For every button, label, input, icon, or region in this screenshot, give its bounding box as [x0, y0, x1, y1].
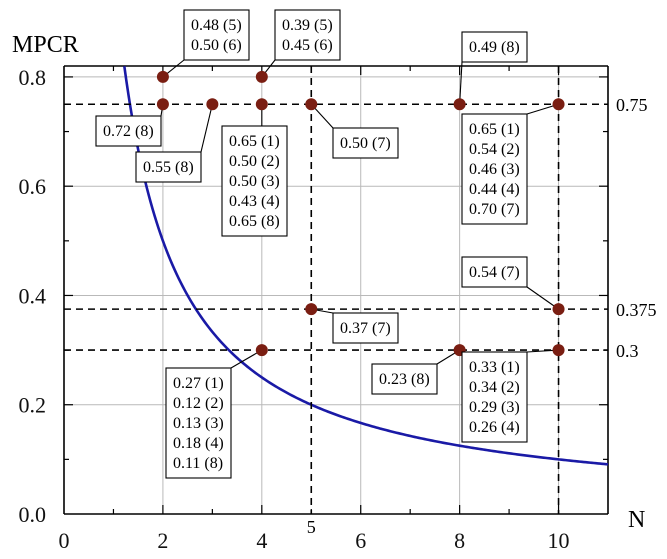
annotation-layer: 0.48 (5) 0.50 (6) 0.39 (5) 0.45 (6) 0.49 (8)… [95, 9, 528, 479]
annotation-box [165, 367, 232, 479]
annotation-text: 0.33 (1) [469, 359, 520, 376]
curve-layer [123, 66, 609, 466]
data-point [453, 98, 466, 111]
point-layer [156, 70, 565, 357]
data-point [255, 70, 268, 83]
annotation-text: 0.26 (4) [469, 419, 520, 436]
x-tick-label: 2 [157, 528, 168, 553]
annotation-text: 0.11 (8) [173, 455, 223, 472]
annotation-text: 0.27 (1) [173, 375, 224, 392]
annotation-text: 0.34 (2) [469, 379, 520, 396]
annotation-text: 0.54 (7) [469, 264, 520, 281]
annotation-box [332, 127, 399, 159]
x-tick-label: 0 [59, 528, 70, 553]
data-point [255, 98, 268, 111]
annotation-box [461, 31, 528, 63]
annotation-text: 0.65 (1) [229, 133, 280, 150]
annotation-text: 0.48 (5) [191, 17, 242, 34]
annotation-box [183, 9, 250, 61]
x-tick-label: 6 [355, 528, 366, 553]
x-axis-title: N [628, 507, 645, 533]
data-point [305, 303, 318, 316]
annotation-text: 0.54 (2) [469, 141, 520, 158]
data-point [206, 98, 219, 111]
mpcr-curve [123, 66, 609, 466]
y-tick-label: 0.4 [19, 283, 47, 308]
data-point [255, 344, 268, 357]
annotation-text: 0.43 (4) [229, 193, 280, 210]
y-tick-label: 0.6 [19, 174, 47, 199]
annotation-text: 0.13 (3) [173, 415, 224, 432]
y-tick-label: 0.8 [19, 65, 47, 90]
annotation-text: 0.44 (4) [469, 181, 520, 198]
annotation-box [461, 256, 528, 288]
annotation-box [135, 151, 202, 183]
data-point [552, 98, 565, 111]
label-layer: 0 2 4 6 8 10 0.0 0.2 0.4 0.6 0.8 0.75 0.375 0.3 5 MPCR N [12, 32, 657, 553]
annotation-text: 0.55 (8) [143, 159, 194, 176]
annotation-text: 0.65 (1) [469, 121, 520, 138]
annotation-text: 0.50 (7) [340, 135, 391, 152]
data-point [156, 70, 169, 83]
annotation-text: 0.12 (2) [173, 395, 224, 412]
annotation-leader [459, 61, 463, 105]
annotation-leader [200, 104, 213, 153]
annotation-box [332, 312, 399, 344]
y-axis-title: MPCR [12, 32, 79, 58]
data-point [552, 344, 565, 357]
y-tick-label: 0.2 [19, 393, 47, 418]
reference-line-label: 5 [307, 517, 316, 537]
annotation-text: 0.29 (3) [469, 399, 520, 416]
reference-line-label: 0.75 [616, 95, 648, 115]
annotation-box [371, 363, 438, 395]
x-tick-label: 10 [548, 528, 570, 553]
annotation-box [461, 351, 528, 443]
annotation-text: 0.70 (7) [469, 201, 520, 218]
annotation-box [461, 113, 528, 225]
annotation-text: 0.50 (2) [229, 153, 280, 170]
annotation-box [221, 125, 288, 237]
annotation-text: 0.45 (6) [282, 37, 333, 54]
annotation-text: 0.37 (7) [340, 320, 391, 337]
y-tick-label: 0.0 [19, 502, 47, 527]
annotation-text: 0.49 (8) [469, 39, 520, 56]
annotation-text: 0.23 (8) [379, 371, 430, 388]
reference-line-layer [64, 66, 608, 514]
reference-line-label: 0.375 [616, 300, 657, 320]
annotation-text: 0.18 (4) [173, 435, 224, 452]
annotation-text: 0.65 (8) [229, 213, 280, 230]
reference-line-label: 0.3 [616, 341, 639, 361]
annotation-text: 0.72 (8) [103, 123, 154, 140]
data-point [552, 303, 565, 316]
annotation-text: 0.46 (3) [469, 161, 520, 178]
data-point [156, 98, 169, 111]
annotation-text: 0.50 (3) [229, 173, 280, 190]
annotation-text: 0.39 (5) [282, 17, 333, 34]
data-point [305, 98, 318, 111]
annotation-text: 0.50 (6) [191, 37, 242, 54]
annotation-leader [526, 286, 559, 310]
annotation-box [274, 9, 341, 61]
x-tick-label: 4 [256, 528, 267, 553]
x-tick-label: 8 [454, 528, 465, 553]
annotation-box [95, 115, 162, 147]
